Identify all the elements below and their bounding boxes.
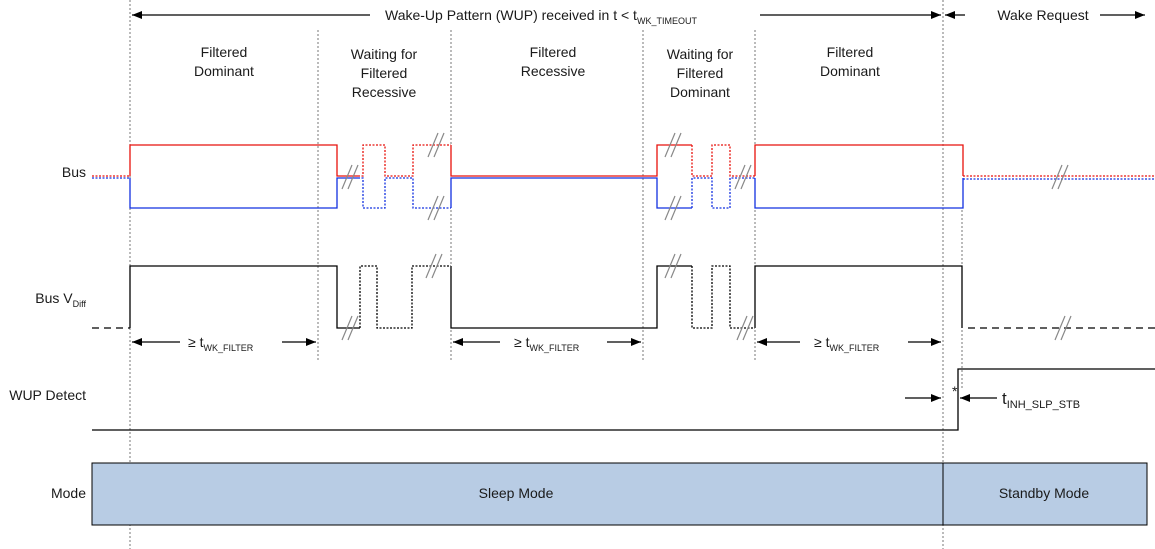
svg-text:tINH_SLP_STB: tINH_SLP_STB	[1002, 389, 1080, 411]
break-marks	[341, 132, 1072, 341]
svg-text:Wake-Up Pattern (WUP) received: Wake-Up Pattern (WUP) received in t < tW…	[385, 7, 697, 26]
break-mark	[431, 253, 443, 279]
break-mark	[670, 253, 682, 279]
break-mark	[664, 195, 676, 221]
svg-text:Dominant: Dominant	[820, 63, 880, 79]
break-mark	[670, 132, 682, 158]
phase-labels: Filtered Dominant Waiting for Filtered R…	[194, 44, 880, 100]
bus-canl-trace	[92, 177, 1155, 209]
break-mark	[341, 315, 353, 341]
break-mark	[1060, 315, 1072, 341]
bus-canh-trace	[92, 144, 1155, 177]
bus-label: Bus	[62, 164, 86, 180]
break-mark	[427, 195, 439, 221]
wup-timeout-span: Wake-Up Pattern (WUP) received in t < tW…	[132, 7, 941, 26]
phase-label: Filtered	[201, 44, 248, 60]
svg-text:Recessive: Recessive	[521, 63, 586, 79]
break-mark	[1051, 164, 1063, 190]
svg-text:*: *	[952, 383, 958, 399]
wup-detect-label: WUP Detect	[9, 387, 86, 403]
svg-text:Filtered: Filtered	[361, 65, 408, 81]
break-mark	[734, 164, 746, 190]
break-mark	[736, 315, 748, 341]
break-mark	[1054, 315, 1066, 341]
break-mark	[664, 132, 676, 158]
svg-text:Dominant: Dominant	[670, 84, 730, 100]
svg-text:≥ tWK_FILTER: ≥ tWK_FILTER	[188, 334, 254, 353]
break-mark	[347, 315, 359, 341]
break-mark	[433, 132, 445, 158]
wup-detect-trace: * tINH_SLP_STB	[92, 368, 1155, 431]
svg-text:≥ tWK_FILTER: ≥ tWK_FILTER	[514, 334, 580, 353]
break-mark	[670, 195, 682, 221]
svg-text:≥ tWK_FILTER: ≥ tWK_FILTER	[814, 334, 880, 353]
vdiff-label: Bus VDiff	[35, 290, 86, 309]
break-mark	[427, 132, 439, 158]
sleep-mode-label: Sleep Mode	[479, 485, 554, 501]
svg-text:Wake Request: Wake Request	[997, 7, 1088, 23]
break-mark	[425, 253, 437, 279]
break-mark	[1057, 164, 1069, 190]
break-mark	[664, 253, 676, 279]
svg-text:Filtered: Filtered	[677, 65, 724, 81]
filter-time-annotations: ≥ tWK_FILTER ≥ tWK_FILTER ≥ tWK_FILTER	[132, 334, 941, 353]
svg-text:Recessive: Recessive	[352, 84, 417, 100]
mode-label: Mode	[51, 485, 86, 501]
phase-label: Waiting for	[351, 46, 418, 62]
wake-request-span: Wake Request	[945, 7, 1145, 23]
break-mark	[740, 164, 752, 190]
phase-label: Filtered	[530, 44, 577, 60]
break-mark	[341, 164, 353, 190]
vdiff-trace	[92, 265, 1155, 329]
phase-label: Waiting for	[667, 46, 734, 62]
break-mark	[347, 164, 359, 190]
break-mark	[742, 315, 754, 341]
phase-label: Filtered	[827, 44, 874, 60]
break-mark	[433, 195, 445, 221]
svg-text:Dominant: Dominant	[194, 63, 254, 79]
standby-mode-label: Standby Mode	[999, 485, 1089, 501]
mode-bar: Sleep Mode Standby Mode	[91, 462, 1148, 526]
row-labels: Bus Bus VDiff WUP Detect Mode	[9, 164, 86, 501]
